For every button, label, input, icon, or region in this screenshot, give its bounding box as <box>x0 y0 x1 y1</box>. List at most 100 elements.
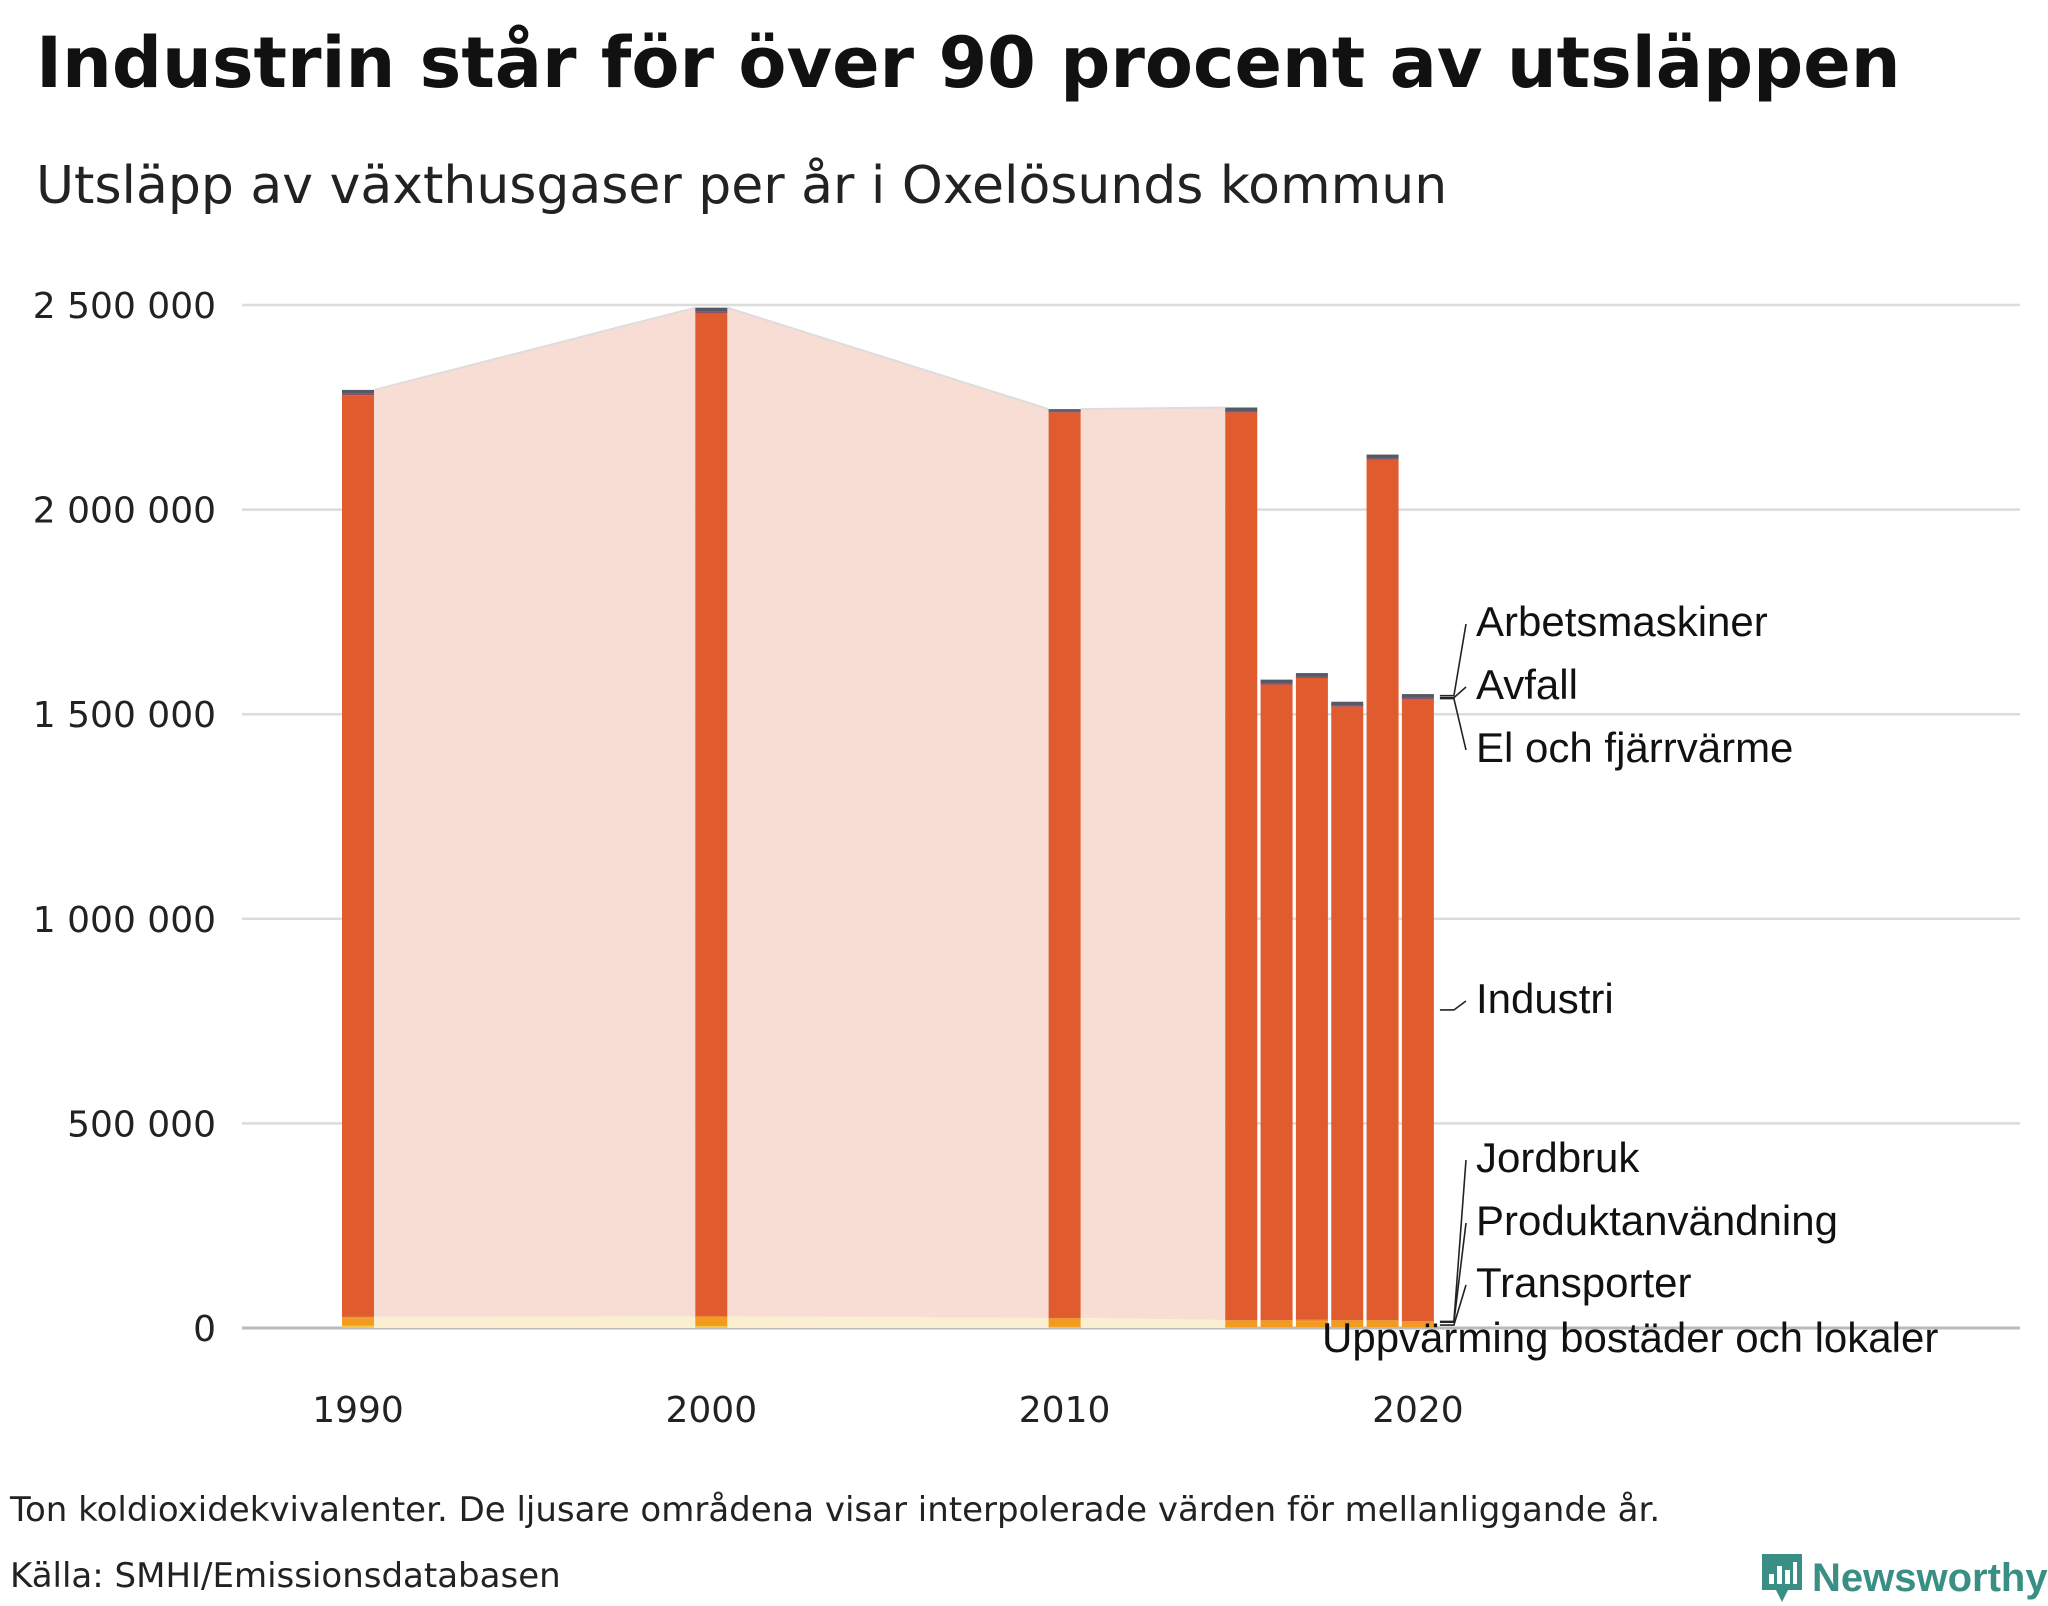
bar-segment-jordbruk <box>1295 1318 1328 1321</box>
y-tick-label: 2 500 000 <box>33 286 216 327</box>
y-tick-label: 1 000 000 <box>33 900 216 941</box>
series-label: Uppvärming bostäder och lokaler <box>1322 1314 1938 1361</box>
bar-segment-transporter <box>1048 1319 1081 1327</box>
bar-segment-transporter <box>1366 1321 1399 1328</box>
label-leader-line <box>1439 1284 1467 1326</box>
x-tick-label: 2010 <box>1019 1390 1111 1431</box>
label-leader-line <box>1439 1000 1467 1011</box>
series-label: El och fjärrvärme <box>1476 724 1793 771</box>
bar-segment-industri <box>1401 698 1434 1321</box>
interpolated-area-small <box>727 1316 1049 1328</box>
interpolated-area-small <box>1080 1317 1226 1328</box>
bar-segment-arbetsmaskiner <box>1048 409 1081 411</box>
bar-segment-jordbruk <box>1401 1320 1434 1322</box>
bar-segment-transporter <box>695 1317 728 1326</box>
x-axis-tick-labels: 1990 2000 2010 2020 <box>312 1390 1464 1431</box>
bar-segment-el-och-fjärrvärme <box>1366 457 1399 460</box>
page-title: Industrin står för över 90 procent av ut… <box>36 22 1901 104</box>
series-label: Jordbruk <box>1476 1134 1640 1181</box>
bar-segment-el-och-fjärrvärme <box>1295 676 1328 678</box>
bar-segment-transporter <box>1331 1321 1364 1328</box>
interpolated-area <box>1080 407 1226 1321</box>
bar-segment-arbetsmaskiner <box>1401 694 1434 698</box>
bar-segment-arbetsmaskiner <box>695 307 728 311</box>
bar-segment-el-och-fjärrvärme <box>695 311 728 313</box>
footnote: Ton koldioxidekvivalenter. De ljusare om… <box>10 1490 1661 1530</box>
source-note: Källa: SMHI/Emissionsdatabasen <box>10 1556 561 1596</box>
interpolated-area-small <box>374 1316 696 1328</box>
bar-segment-uppvärming-bostäder-och-lokaler <box>342 1325 374 1328</box>
bar-segment-avfall <box>1401 696 1434 699</box>
logo-text: Newsworthy <box>1812 1555 2048 1600</box>
y-axis-tick-labels: 0 500 000 1 000 000 1 500 000 2 000 000 2 500… <box>33 286 216 1350</box>
label-leader-line <box>1439 686 1467 699</box>
bar-segment-produktanvändning <box>1366 1320 1399 1322</box>
newsworthy-logo: Newsworthy <box>1758 1550 2048 1606</box>
bar-segment-el-och-fjärrvärme <box>1401 697 1434 699</box>
bar-segment-el-och-fjärrvärme <box>1331 705 1364 707</box>
bar-segment-produktanvändning <box>1401 1321 1434 1323</box>
bar-segment-el-och-fjärrvärme <box>1225 410 1258 413</box>
bar-segment-arbetsmaskiner <box>1225 407 1258 411</box>
label-leader-line <box>1439 1222 1467 1323</box>
bar-segment-avfall <box>1225 410 1258 412</box>
interpolated-area <box>374 307 696 1317</box>
bar-segment-industri <box>1331 706 1364 1321</box>
interpolated-edge <box>726 306 1049 411</box>
bar-segment-transporter <box>1401 1322 1434 1328</box>
newsworthy-logo-icon <box>1762 1554 1802 1602</box>
label-leader-line <box>1439 697 1467 751</box>
bar-segment-transporter <box>1260 1321 1293 1328</box>
bar-segment-jordbruk <box>1331 1319 1364 1321</box>
y-tick-label: 500 000 <box>67 1104 216 1145</box>
bar-segment-arbetsmaskiner <box>342 389 374 394</box>
bar-segment-arbetsmaskiner <box>1366 454 1399 458</box>
series-label: Arbetsmaskiner <box>1476 598 1768 645</box>
bar-segment-industri <box>1048 412 1081 1318</box>
y-tick-label: 1 500 000 <box>33 695 216 736</box>
bar-segment-el-och-fjärrvärme <box>1048 410 1081 413</box>
bar-segment-transporter <box>1295 1321 1328 1328</box>
series-label: Avfall <box>1476 661 1578 708</box>
y-tick-label: 0 <box>193 1309 216 1350</box>
bar-segment-arbetsmaskiner <box>1260 679 1293 683</box>
bars <box>342 307 1434 1328</box>
x-tick-label: 2000 <box>665 1390 757 1431</box>
bar-segment-transporter <box>342 1318 374 1326</box>
bar-segment-uppvärming-bostäder-och-lokaler <box>695 1325 728 1328</box>
bar-segment-industri <box>695 312 728 1317</box>
bar-segment-industri <box>1260 684 1293 1321</box>
interpolated-edge <box>373 306 696 391</box>
bar-segment-avfall <box>1048 410 1081 412</box>
x-tick-label: 1990 <box>312 1390 404 1431</box>
bar-segment-produktanvändning <box>1295 1319 1328 1322</box>
bar-segment-produktanvändning <box>1260 1320 1293 1322</box>
bar-segment-avfall <box>1260 682 1293 684</box>
x-tick-label: 2020 <box>1372 1390 1464 1431</box>
bar-segment-industri <box>1225 412 1258 1321</box>
series-label: Produktanvändning <box>1476 1197 1838 1244</box>
interpolated-areas <box>373 306 1226 1328</box>
interpolated-edge <box>1080 406 1226 411</box>
bar-segment-arbetsmaskiner <box>1295 673 1328 677</box>
page-subtitle: Utsläpp av växthusgaser per år i Oxelösu… <box>36 156 1448 216</box>
bar-segment-jordbruk <box>1260 1319 1293 1321</box>
bar-segment-jordbruk <box>342 1316 374 1318</box>
bar-segment-avfall <box>342 392 374 395</box>
bar-segment-el-och-fjärrvärme <box>342 393 374 396</box>
bar-segment-industri <box>1366 459 1399 1321</box>
bar-segment-jordbruk <box>1225 1319 1258 1321</box>
bar-segment-jordbruk <box>1366 1319 1399 1321</box>
series-label: Industri <box>1476 975 1614 1022</box>
bar-segment-avfall <box>1366 457 1399 459</box>
series-label: Transporter <box>1476 1259 1692 1306</box>
bar-segment-jordbruk <box>1048 1317 1081 1319</box>
bar-segment-transporter <box>1225 1321 1258 1328</box>
bar-segment-industri <box>1295 677 1328 1320</box>
bar-segment-produktanvändning <box>1331 1320 1364 1322</box>
bar-segment-industri <box>342 395 374 1317</box>
bar-segment-avfall <box>1295 675 1328 678</box>
label-leader-line <box>1439 623 1467 697</box>
bar-segment-avfall <box>1331 704 1364 706</box>
y-tick-label: 2 000 000 <box>33 491 216 532</box>
